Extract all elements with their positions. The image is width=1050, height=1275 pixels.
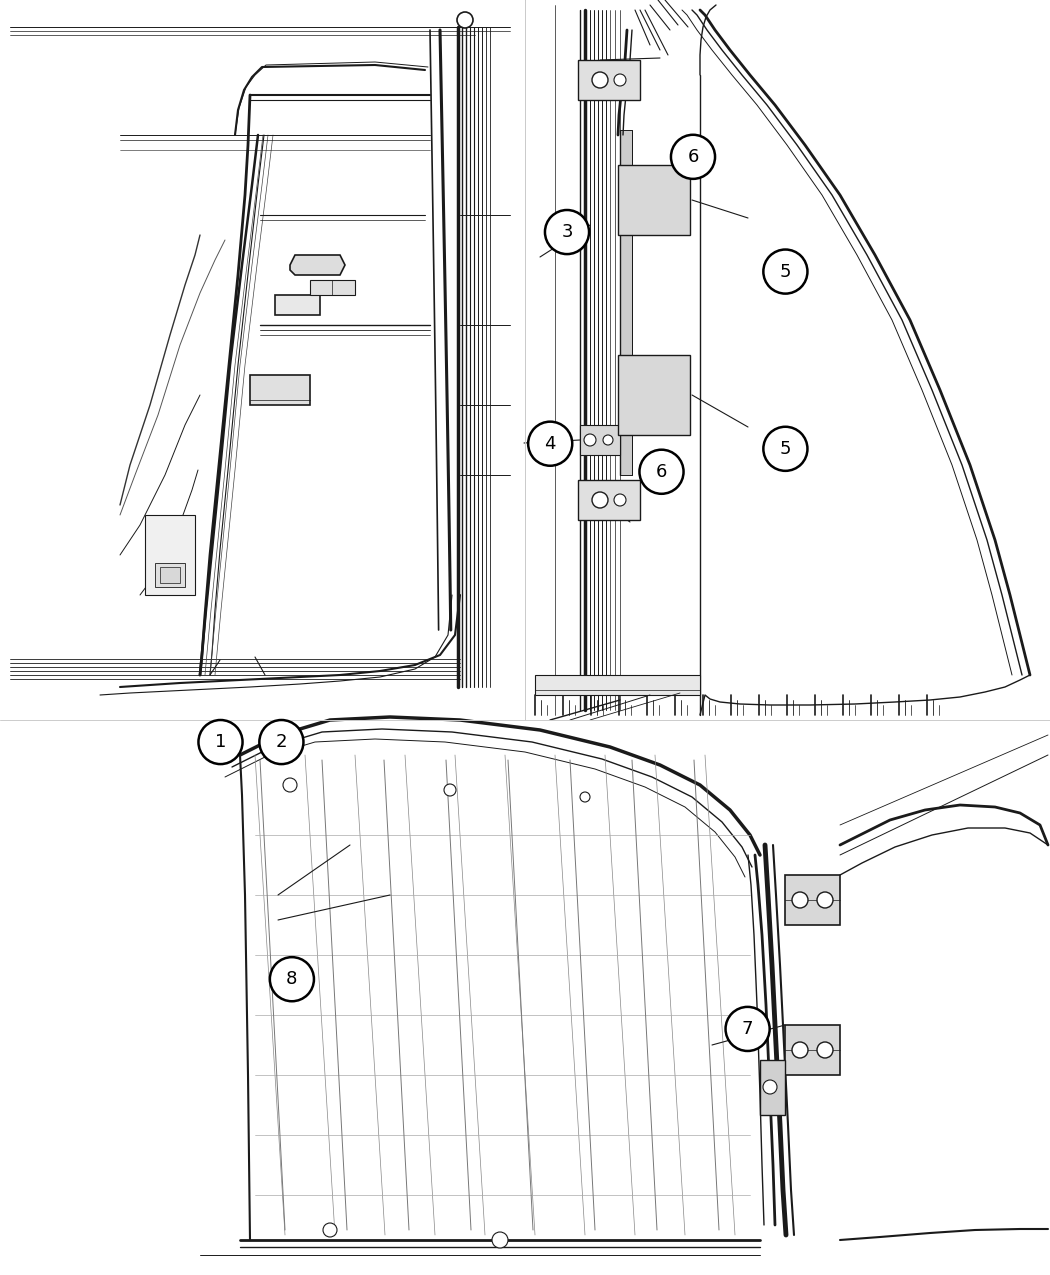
Polygon shape: [625, 362, 682, 428]
Polygon shape: [536, 674, 700, 695]
Polygon shape: [578, 60, 640, 99]
Circle shape: [671, 135, 715, 179]
Circle shape: [545, 210, 589, 254]
Polygon shape: [618, 354, 690, 435]
Text: 5: 5: [780, 263, 791, 280]
Polygon shape: [580, 425, 620, 455]
Text: 4: 4: [545, 435, 555, 453]
Circle shape: [580, 792, 590, 802]
Circle shape: [614, 493, 626, 506]
Circle shape: [457, 11, 472, 28]
Text: 2: 2: [276, 733, 287, 751]
Text: 1: 1: [215, 733, 226, 751]
Polygon shape: [578, 479, 640, 520]
Polygon shape: [625, 172, 682, 228]
Circle shape: [323, 1223, 337, 1237]
Circle shape: [603, 435, 613, 445]
Polygon shape: [250, 375, 310, 405]
Circle shape: [270, 958, 314, 1001]
Polygon shape: [290, 255, 345, 275]
Circle shape: [198, 720, 243, 764]
Circle shape: [528, 422, 572, 465]
Circle shape: [592, 71, 608, 88]
Text: 7: 7: [742, 1020, 753, 1038]
Polygon shape: [785, 875, 840, 924]
Circle shape: [817, 1042, 833, 1058]
Circle shape: [592, 492, 608, 507]
Polygon shape: [155, 564, 185, 586]
Circle shape: [639, 450, 684, 493]
Circle shape: [763, 427, 807, 470]
Circle shape: [792, 1042, 809, 1058]
Circle shape: [817, 892, 833, 908]
Circle shape: [792, 892, 809, 908]
Circle shape: [444, 784, 456, 796]
Polygon shape: [785, 1025, 840, 1075]
Text: 8: 8: [287, 970, 297, 988]
Circle shape: [614, 74, 626, 85]
Polygon shape: [145, 515, 195, 595]
Circle shape: [284, 778, 297, 792]
Polygon shape: [160, 567, 180, 583]
Text: 3: 3: [562, 223, 572, 241]
Polygon shape: [300, 258, 335, 272]
Polygon shape: [760, 1060, 785, 1116]
Circle shape: [492, 1232, 508, 1248]
Text: 6: 6: [688, 148, 698, 166]
Circle shape: [726, 1007, 770, 1051]
Polygon shape: [275, 295, 320, 315]
Circle shape: [584, 434, 596, 446]
Polygon shape: [310, 280, 355, 295]
Text: 6: 6: [656, 463, 667, 481]
Circle shape: [763, 250, 807, 293]
Circle shape: [259, 720, 303, 764]
Text: 5: 5: [780, 440, 791, 458]
Circle shape: [763, 1080, 777, 1094]
Polygon shape: [620, 130, 632, 476]
Polygon shape: [618, 164, 690, 235]
